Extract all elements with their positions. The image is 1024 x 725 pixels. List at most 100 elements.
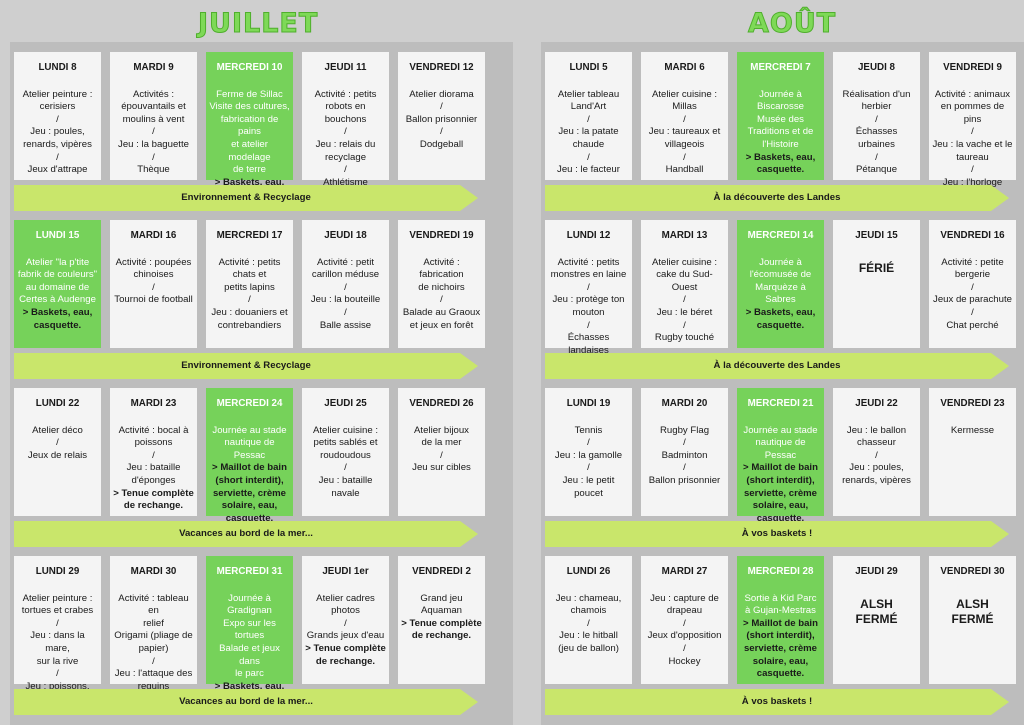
- day-name: VENDREDI 2: [412, 566, 471, 577]
- day-card: VENDREDI 12 Atelier diorama / Ballon prison…: [398, 52, 485, 180]
- theme-banner: À vos baskets !: [545, 521, 1009, 547]
- activity-line: de la mer: [421, 437, 462, 449]
- activity-line: /: [971, 126, 974, 138]
- closure-label: ALSH: [956, 596, 989, 611]
- activity-line: Jeu sur cibles: [412, 462, 471, 474]
- activity-line: recyclage: [324, 151, 367, 163]
- activity-line: Jeux d'attrape: [27, 164, 88, 176]
- day-card: MERCREDI 7 Journée à Biscarosse Musée des Tr…: [737, 52, 824, 180]
- activity-line: /: [587, 462, 590, 474]
- activity-line: épouvantails et: [121, 101, 186, 113]
- day-card: MARDI 27 Jeu : capture de drapeau / Jeux d'o…: [641, 556, 728, 684]
- activity-line: drapeau: [666, 605, 703, 617]
- activity-line: Jeu : le petit: [562, 474, 615, 486]
- activity-line: /: [683, 617, 686, 629]
- theme-banner: Vacances au bord de la mer...: [14, 521, 478, 547]
- activity-line: /: [587, 437, 590, 449]
- activity-line: l'écomusée de: [749, 269, 812, 281]
- day-card: MARDI 13 Atelier cuisine : cake du Sud-Oue…: [641, 220, 728, 348]
- equipment-note: casquette.: [33, 319, 82, 331]
- activity-line: /: [587, 281, 590, 293]
- activity-line: /: [875, 113, 878, 125]
- day-name: VENDREDI 23: [940, 398, 1005, 409]
- day-name: MARDI 16: [130, 230, 177, 241]
- activity-line: Jeu : chameau,: [555, 592, 622, 604]
- activity-line: bergerie: [954, 269, 991, 281]
- day-name: JEUDI 1er: [322, 566, 369, 577]
- activity-line: Jeu : la baguette: [118, 138, 189, 150]
- activity-line: Jeux de relais: [27, 449, 88, 461]
- day-name: JEUDI 25: [324, 398, 367, 409]
- equipment-note: > Baskets, eau,: [214, 680, 285, 692]
- activity-line: Aquaman: [420, 605, 463, 617]
- activity-line: /: [152, 151, 155, 163]
- activity-line: Balade et jeux dans: [219, 642, 280, 667]
- day-card: VENDREDI 23 Kermesse: [929, 388, 1016, 516]
- activity-line: Gradignan: [227, 605, 272, 617]
- activity-line: /: [587, 617, 590, 629]
- activity-line: Tennis: [574, 424, 603, 436]
- activity-line: papier): [138, 642, 169, 654]
- day-name: LUNDI 19: [566, 398, 611, 409]
- activity-line: /: [875, 449, 878, 461]
- activity-line: à Gujan-Mestras: [745, 605, 816, 617]
- activity-line: Jeu : poules,: [849, 462, 904, 474]
- activity-line: /: [56, 617, 59, 629]
- activity-line: Grand jeu: [420, 592, 463, 604]
- activity-line: /: [56, 437, 59, 449]
- activity-line: chinoises: [133, 269, 174, 281]
- activity-line: Musée des: [757, 113, 804, 125]
- theme-banner: Environnement & Recyclage: [14, 185, 478, 211]
- equipment-note: casquette.: [756, 319, 805, 331]
- activity-line: Journée au stade: [743, 424, 818, 436]
- day-card: JEUDI 22 Jeu : le ballon chasseur / Jeu : po…: [833, 388, 920, 516]
- day-name: VENDREDI 9: [943, 62, 1002, 73]
- activity-line: poucet: [574, 487, 603, 499]
- activity-line: Rugby touché: [654, 332, 715, 344]
- day-card: JEUDI 25 Atelier cuisine : petits sablés e…: [302, 388, 389, 516]
- activity-line: Biscarosse: [757, 101, 804, 113]
- day-card: MARDI 23 Activité : bocal à poissons / Jeu :…: [110, 388, 197, 516]
- day-name: LUNDI 29: [35, 566, 80, 577]
- activity-line: et atelier modelage: [228, 138, 271, 163]
- activity-line: Jeu : l'horloge: [942, 176, 1003, 188]
- activity-line: Jeu : douaniers et: [211, 306, 288, 318]
- activity-line: d'éponges: [131, 474, 176, 486]
- activity-line: Visite des cultures,: [209, 101, 290, 113]
- day-card: VENDREDI 9 Activité : animaux en pommes de…: [929, 52, 1016, 188]
- activity-line: /: [344, 164, 347, 176]
- activity-line: Journée à: [759, 256, 802, 268]
- activity-line: et jeux en forêt: [409, 319, 474, 331]
- week-row: LUNDI 29 Atelier peinture : tortues et cra…: [10, 556, 513, 716]
- theme-banner: À la découverte des Landes: [545, 353, 1009, 379]
- day-card: MARDI 16 Activité : poupées chinoises / Tour…: [110, 220, 197, 348]
- day-card: VENDREDI 2 Grand jeu Aquaman > Tenue complè…: [398, 556, 485, 684]
- activity-line: Athlétisme: [323, 176, 368, 188]
- day-card: MERCREDI 28 Sortie à Kid Parc à Gujan-Mest…: [737, 556, 824, 684]
- theme-banner: À la découverte des Landes: [545, 185, 1009, 211]
- activity-line: Thèque: [137, 164, 170, 176]
- activity-line: Jeu : la bouteille: [310, 294, 381, 306]
- activity-line: /: [344, 462, 347, 474]
- day-name: VENDREDI 16: [940, 230, 1005, 241]
- activity-line: Jeu : dans la mare,: [30, 630, 85, 654]
- day-card: VENDREDI 30 ALSH FERMÉ: [929, 556, 1016, 684]
- day-card: JEUDI 15 FÉRIÉ: [833, 220, 920, 348]
- activity-line: Badminton: [661, 449, 708, 461]
- theme-banner: Environnement & Recyclage: [14, 353, 478, 379]
- activity-line: /: [683, 642, 686, 654]
- closure-label: FERMÉ: [855, 611, 898, 626]
- activity-line: /: [440, 449, 443, 461]
- day-card: JEUDI 18 Activité : petit carillon méduse /…: [302, 220, 389, 348]
- activity-line: Atelier tableau: [557, 88, 620, 100]
- activity-line: robots en bouchons: [324, 101, 367, 125]
- day-card: LUNDI 8 Atelier peinture : cerisiers / Jeu :…: [14, 52, 101, 180]
- activity-line: Atelier bijoux: [414, 424, 469, 436]
- activity-line: nautique de Pessac: [755, 437, 806, 461]
- activity-line: /: [683, 151, 686, 163]
- day-name: VENDREDI 19: [409, 230, 474, 241]
- activity-line: /: [152, 126, 155, 138]
- activity-line: /: [344, 126, 347, 138]
- activity-line: sur la rive: [36, 655, 79, 667]
- activity-line: /: [683, 294, 686, 306]
